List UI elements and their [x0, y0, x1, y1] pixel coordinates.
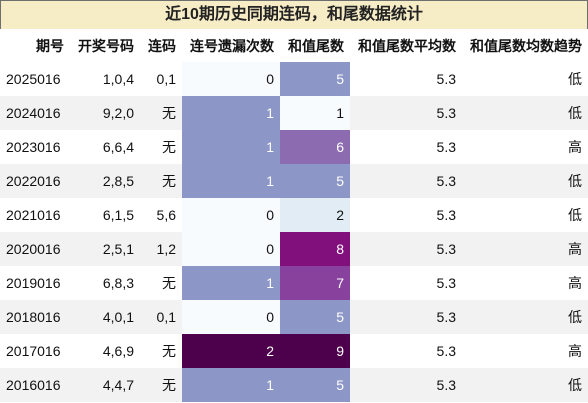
cell-lianma: 5,6	[156, 207, 176, 223]
cell-numbers: 2,5,1	[70, 232, 140, 266]
cell-trend: 高	[568, 139, 582, 155]
cell-avg: 5.3	[350, 96, 462, 130]
cell-miss: 1	[182, 130, 280, 164]
cell-trend: 低	[568, 71, 582, 87]
cell-lianma: 1,2	[140, 232, 182, 266]
cell-miss: 0	[182, 232, 280, 266]
cell-tail: 5	[280, 300, 350, 334]
cell-miss: 1	[182, 368, 280, 402]
cell-tail: 5	[280, 62, 350, 96]
col-header-miss: 连号遗漏次数	[182, 29, 280, 62]
cell-trend: 低	[462, 164, 588, 198]
cell-lianma: 0,1	[140, 300, 182, 334]
cell-tail: 9	[280, 334, 350, 368]
cell-numbers: 1,0,4	[102, 71, 134, 87]
cell-miss: 1	[182, 96, 280, 130]
cell-avg: 5.3	[436, 71, 456, 87]
cell-trend: 低	[462, 300, 588, 334]
cell-miss: 0	[182, 198, 280, 232]
cell-numbers: 6,1,5	[102, 207, 134, 223]
cell-avg: 5.3	[350, 232, 462, 266]
col-header-tail: 和值尾数	[280, 29, 350, 62]
stats-table: 期号 开奖号码 连码 连号遗漏次数 和值尾数 和值尾数平均数 和值尾数均数趋势 …	[0, 29, 588, 402]
cell-period: 2023016	[6, 139, 61, 155]
cell-numbers: 6,8,3	[102, 275, 134, 291]
cell-avg: 5.3	[436, 207, 456, 223]
table-row: 2023016 6,6,4 无 1 6 5.3 高	[0, 130, 588, 164]
table-row: 2017016 4,6,9 无 2 9 5.3 高	[0, 334, 588, 368]
col-header-numbers: 开奖号码	[70, 29, 140, 62]
table-row: 2016016 4,4,7 无 1 5 5.3 低	[0, 368, 588, 402]
cell-trend: 高	[568, 275, 582, 291]
cell-trend: 低	[462, 96, 588, 130]
cell-avg: 5.3	[350, 368, 462, 402]
cell-trend: 低	[462, 368, 588, 402]
header-row: 期号 开奖号码 连码 连号遗漏次数 和值尾数 和值尾数平均数 和值尾数均数趋势	[0, 29, 588, 62]
cell-period: 2021016	[6, 207, 61, 223]
cell-avg: 5.3	[436, 275, 456, 291]
cell-trend: 低	[568, 207, 582, 223]
cell-numbers: 4,0,1	[70, 300, 140, 334]
cell-period: 2025016	[6, 71, 61, 87]
cell-period: 2019016	[6, 275, 61, 291]
table-row: 2025016 1,0,4 0,1 0 5 5.3 低	[0, 62, 588, 96]
table-row: 2020016 2,5,1 1,2 0 8 5.3 高	[0, 232, 588, 266]
cell-numbers: 4,6,9	[102, 343, 134, 359]
col-header-period: 期号	[0, 29, 70, 62]
cell-miss: 0	[182, 300, 280, 334]
cell-avg: 5.3	[350, 300, 462, 334]
cell-period: 2020016	[0, 232, 70, 266]
cell-avg: 5.3	[350, 164, 462, 198]
table-row: 2019016 6,8,3 无 1 7 5.3 高	[0, 266, 588, 300]
cell-numbers: 4,4,7	[70, 368, 140, 402]
cell-period: 2016016	[0, 368, 70, 402]
cell-period: 2017016	[6, 343, 61, 359]
col-header-lianma: 连码	[140, 29, 182, 62]
cell-numbers: 9,2,0	[70, 96, 140, 130]
cell-lianma: 无	[162, 275, 176, 291]
table-row: 2018016 4,0,1 0,1 0 5 5.3 低	[0, 300, 588, 334]
cell-miss: 0	[182, 62, 280, 96]
table-title: 近10期历史同期连码，和尾数据统计	[0, 0, 588, 30]
cell-trend: 高	[568, 343, 582, 359]
table-row: 2021016 6,1,5 5,6 0 2 5.3 低	[0, 198, 588, 232]
cell-tail: 2	[280, 198, 350, 232]
col-header-trend: 和值尾数均数趋势	[462, 29, 588, 62]
cell-miss: 2	[182, 334, 280, 368]
cell-numbers: 6,6,4	[102, 139, 134, 155]
cell-tail: 6	[280, 130, 350, 164]
col-header-avg: 和值尾数平均数	[350, 29, 462, 62]
cell-period: 2018016	[0, 300, 70, 334]
table-row: 2024016 9,2,0 无 1 1 5.3 低	[0, 96, 588, 130]
cell-lianma: 无	[162, 139, 176, 155]
cell-avg: 5.3	[436, 139, 456, 155]
cell-numbers: 2,8,5	[70, 164, 140, 198]
cell-tail: 5	[280, 368, 350, 402]
cell-trend: 高	[462, 232, 588, 266]
cell-period: 2024016	[0, 96, 70, 130]
cell-lianma: 无	[140, 96, 182, 130]
cell-period: 2022016	[0, 164, 70, 198]
cell-lianma: 无	[140, 368, 182, 402]
cell-miss: 1	[182, 164, 280, 198]
cell-tail: 1	[280, 96, 350, 130]
cell-miss: 1	[182, 266, 280, 300]
cell-tail: 5	[280, 164, 350, 198]
cell-avg: 5.3	[436, 343, 456, 359]
cell-tail: 8	[280, 232, 350, 266]
cell-lianma: 无	[140, 164, 182, 198]
cell-lianma: 无	[162, 343, 176, 359]
cell-tail: 7	[280, 266, 350, 300]
table-row: 2022016 2,8,5 无 1 5 5.3 低	[0, 164, 588, 198]
cell-lianma: 0,1	[156, 71, 176, 87]
